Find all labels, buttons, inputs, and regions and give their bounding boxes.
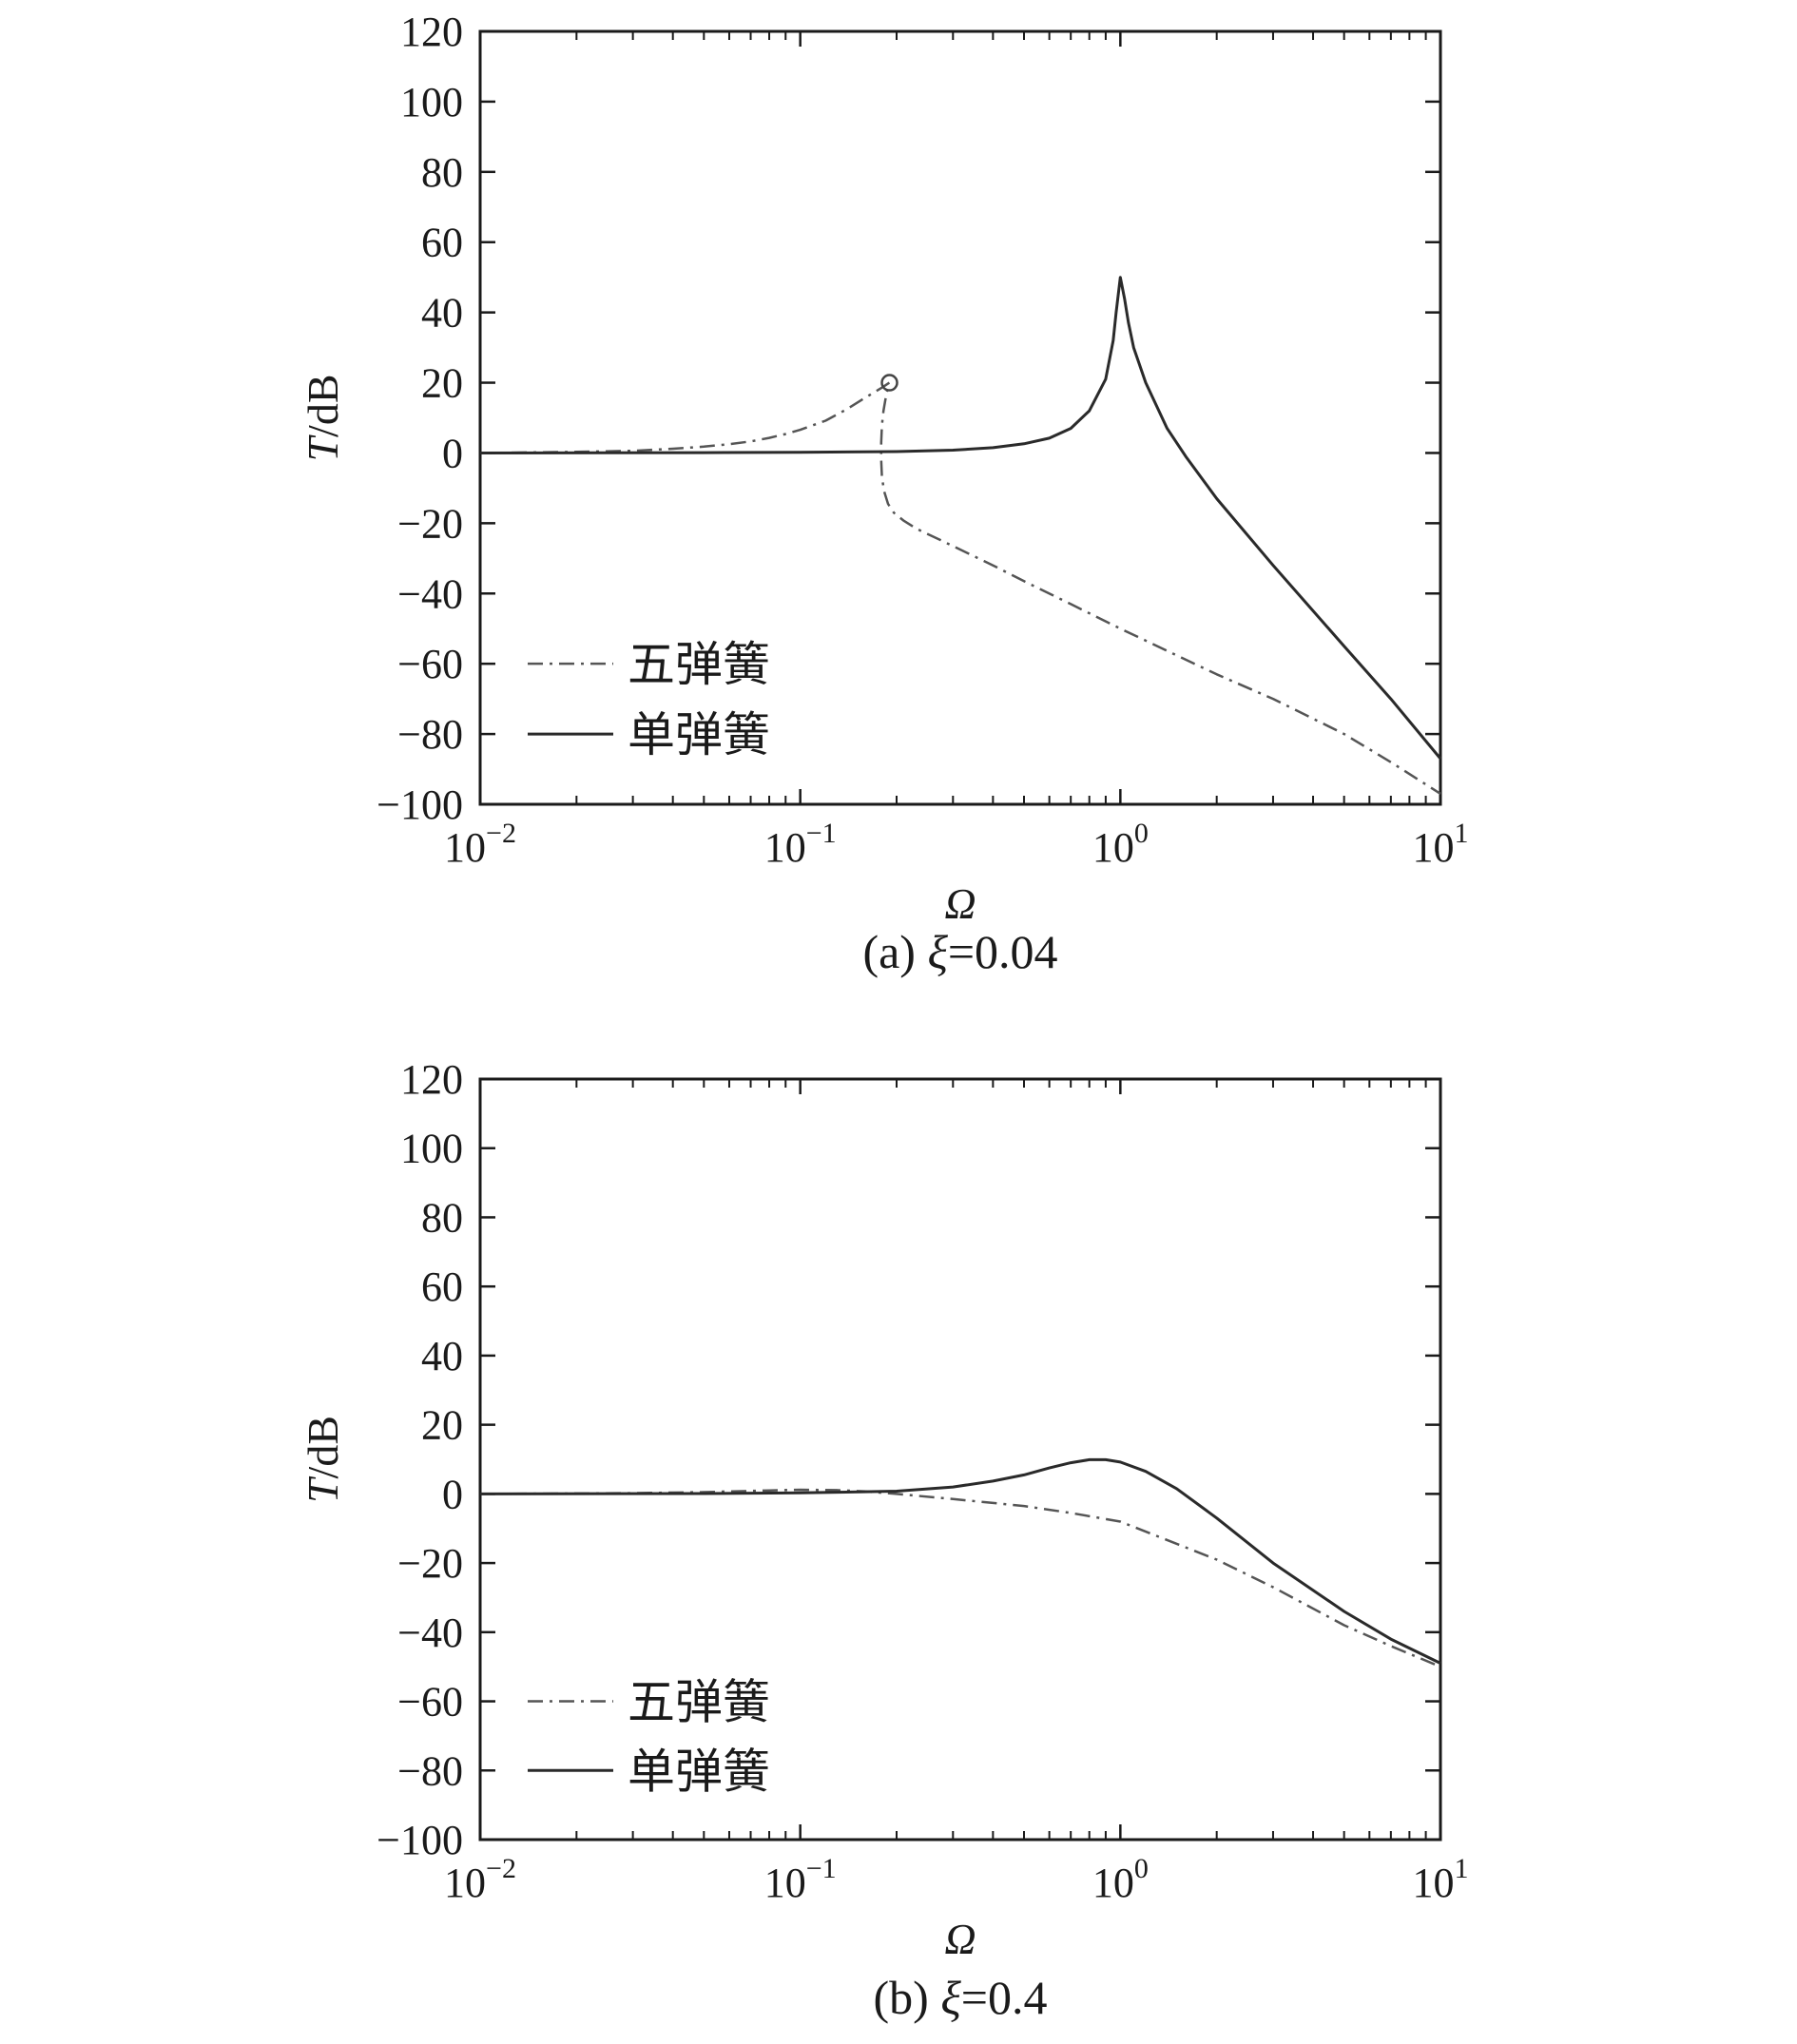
y-tick-label: −20 (397, 500, 463, 547)
y-tick-label: −20 (397, 1540, 463, 1587)
caption-value: =0.4 (961, 1971, 1048, 2024)
y-tick-label: −40 (397, 570, 463, 617)
x-tick-base: 10 (764, 1860, 806, 1906)
y-tick-label: −100 (377, 781, 463, 828)
x-tick-label: 100 (1092, 1853, 1149, 1906)
caption-value: =0.04 (948, 925, 1058, 978)
x-tick-label: 10−2 (444, 818, 516, 871)
series-line-five-spring (479, 1488, 1441, 1668)
x-tick-label: 100 (1092, 818, 1149, 871)
y-tick-label: 100 (400, 79, 463, 125)
panel-a: 10−2 10−1 100 101−100−80−60−40−200204060801… (299, 9, 1469, 978)
y-tick-label: 20 (421, 360, 463, 407)
y-tick-label: 40 (421, 1333, 463, 1379)
x-axis-label: Ω (944, 879, 976, 928)
series-line-single-spring (479, 1457, 1441, 1665)
y-tick-label: −60 (397, 641, 463, 687)
x-tick-exp: −1 (806, 1853, 837, 1884)
y-tick-label: 60 (421, 1263, 463, 1310)
x-axis-label: Ω (944, 1915, 976, 1963)
legend-label: 单弹簧 (628, 707, 770, 762)
y-axis-label-symbol: T (299, 1475, 347, 1503)
y-axis-label-symbol: T (299, 434, 347, 462)
x-tick-label: 10−1 (764, 1853, 837, 1906)
x-tick-exp: −2 (486, 1853, 516, 1884)
caption-symbol: ξ (940, 1971, 961, 2024)
y-tick-label: 80 (421, 149, 463, 196)
x-tick-base: 10 (764, 824, 806, 871)
y-tick-label: −40 (397, 1610, 463, 1656)
x-tick-label: 101 (1413, 1853, 1469, 1906)
x-tick-base: 10 (444, 1860, 486, 1906)
y-tick-label: 0 (442, 1471, 463, 1517)
plot-frame (478, 1077, 1442, 1842)
legend-label: 五弹簧 (628, 1675, 770, 1730)
panel-b: 10−2 10−1 100 101−100−80−60−40−200204060801… (299, 1056, 1469, 2024)
x-tick-label: 10−1 (764, 818, 837, 871)
series-line-single-spring (479, 276, 1442, 760)
y-tick-label: 60 (421, 220, 463, 266)
x-tick-base: 10 (444, 824, 486, 871)
caption-prefix: (a) (862, 925, 927, 978)
caption-symbol: ξ (927, 925, 948, 978)
x-tick-base: 10 (1092, 824, 1134, 871)
x-tick-exp: 0 (1134, 1853, 1149, 1884)
caption-prefix: (b) (874, 1971, 941, 2024)
series-line-five-spring (479, 381, 1441, 795)
y-tick-label: −100 (377, 1817, 463, 1863)
y-tick-label: 120 (400, 1056, 463, 1103)
y-axis-label: T/dB (299, 1416, 347, 1503)
x-tick-base: 10 (1413, 824, 1455, 871)
y-tick-label: −60 (397, 1679, 463, 1726)
x-tick-label: 10−2 (444, 1853, 516, 1906)
x-tick-exp: 1 (1455, 818, 1469, 849)
legend-label: 单弹簧 (628, 1744, 770, 1799)
x-tick-base: 10 (1413, 1860, 1455, 1906)
panel-caption: (a) ξ=0.04 (862, 925, 1057, 978)
y-tick-label: −80 (397, 1747, 463, 1794)
x-tick-exp: −2 (486, 818, 516, 849)
legend-label: 五弹簧 (628, 637, 770, 692)
panel-caption: (b) ξ=0.4 (874, 1971, 1048, 2024)
y-tick-label: 20 (421, 1402, 463, 1449)
y-tick-label: 40 (421, 290, 463, 337)
x-tick-label: 101 (1413, 818, 1469, 871)
y-axis-label: T/dB (299, 374, 347, 461)
x-tick-exp: 1 (1455, 1853, 1469, 1884)
x-tick-exp: −1 (806, 818, 837, 849)
y-tick-label: 120 (400, 9, 463, 55)
plot-frame (478, 29, 1442, 806)
y-axis-label-unit: /dB (299, 374, 347, 436)
y-tick-label: 100 (400, 1126, 463, 1172)
y-axis-label-unit: /dB (299, 1416, 347, 1478)
peak-marker (880, 374, 898, 392)
y-tick-label: 0 (442, 430, 463, 476)
x-tick-base: 10 (1092, 1860, 1134, 1906)
x-tick-exp: 0 (1134, 818, 1149, 849)
y-tick-label: 80 (421, 1194, 463, 1241)
y-tick-label: −80 (397, 711, 463, 758)
